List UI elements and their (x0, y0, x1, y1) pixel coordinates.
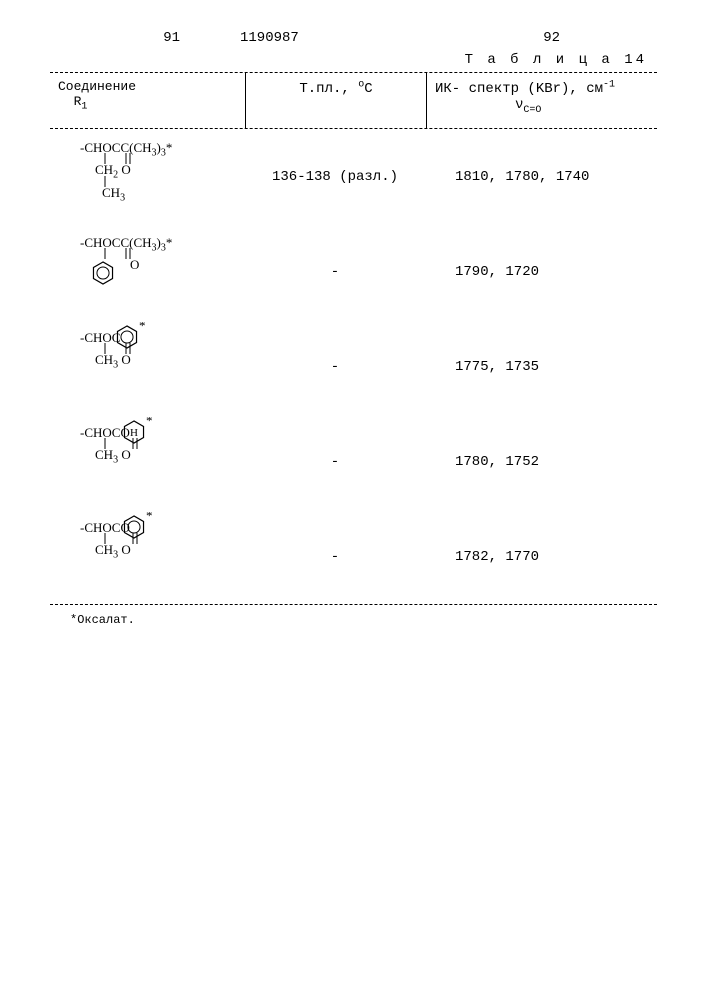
mp-cell: - (245, 543, 425, 571)
table-row: -CHOCC(CH3)3*O-1790, 1720 (50, 224, 657, 319)
svg-text:*: * (146, 512, 153, 523)
mp-cell: - (245, 258, 425, 286)
compound-cell: -CHOC*CH3 O (50, 322, 245, 412)
bonds (50, 132, 245, 222)
formula-sub1: O (130, 257, 139, 273)
table-row: -CHOCO*CH3 O-1782, 1770 (50, 509, 657, 604)
col1-label1: Соединение (58, 79, 136, 94)
ir-cell: 1775, 1735 (425, 353, 657, 381)
page-no-left: 91 (50, 30, 240, 46)
formula-sub2: CH3 (102, 185, 125, 204)
svg-text:H: H (130, 427, 138, 439)
col-header-compound: Соединение R1 (50, 73, 245, 119)
compound-cell: -CHOCC(CH3)3*O (50, 227, 245, 317)
bonds: H* (50, 417, 245, 507)
col3-label2: νC=O (435, 97, 541, 113)
col2-label: Т.пл., оС (299, 81, 372, 97)
rule-bottom (50, 604, 657, 605)
mp-cell: 136-138 (разл.) (245, 163, 425, 191)
formula-sub1: CH3 O (95, 352, 131, 371)
ir-cell: 1782, 1770 (425, 543, 657, 571)
mp-cell: - (245, 448, 425, 476)
ir-cell: 1810, 1780, 1740 (425, 163, 657, 191)
bonds: * (50, 322, 245, 412)
ir-cell: 1790, 1720 (425, 258, 657, 286)
mp-cell: - (245, 353, 425, 381)
footnote: *Оксалат. (50, 613, 657, 627)
ir-cell: 1780, 1752 (425, 448, 657, 476)
compound-cell: -CHOCC(CH3)3*CH2 OCH3 (50, 132, 245, 222)
col-header-mp: Т.пл., оС (246, 73, 426, 103)
bonds (50, 227, 245, 317)
formula-sub1: CH3 O (95, 447, 131, 466)
page-header: 91 1190987 92 (50, 30, 657, 46)
table-row: -CHOCOH*CH3 O-1780, 1752 (50, 414, 657, 509)
patent-no: 1190987 (240, 30, 440, 46)
bonds: * (50, 512, 245, 602)
table-row: -CHOC*CH3 O-1775, 1735 (50, 319, 657, 414)
formula-sub1: CH2 O (95, 162, 131, 181)
col1-label2: R1 (74, 94, 88, 109)
table-header-row: Соединение R1 Т.пл., оС ИК- спектр (KBr)… (50, 73, 657, 128)
col-header-ir: ИК- спектр (KBr), см-1 νC=O (427, 73, 657, 121)
table-caption: Т а б л и ц а 14 (50, 52, 657, 68)
compound-cell: -CHOCO*CH3 O (50, 512, 245, 602)
table-row: -CHOCC(CH3)3*CH2 OCH3136-138 (разл.)1810… (50, 129, 657, 224)
table-body: -CHOCC(CH3)3*CH2 OCH3136-138 (разл.)1810… (50, 129, 657, 604)
formula-sub1: CH3 O (95, 542, 131, 561)
svg-text:*: * (146, 417, 153, 428)
svg-text:*: * (139, 322, 146, 333)
compound-cell: -CHOCOH*CH3 O (50, 417, 245, 507)
page-no-right: 92 (440, 30, 560, 46)
col3-label1: ИК- спектр (KBr), см-1 (435, 81, 615, 97)
